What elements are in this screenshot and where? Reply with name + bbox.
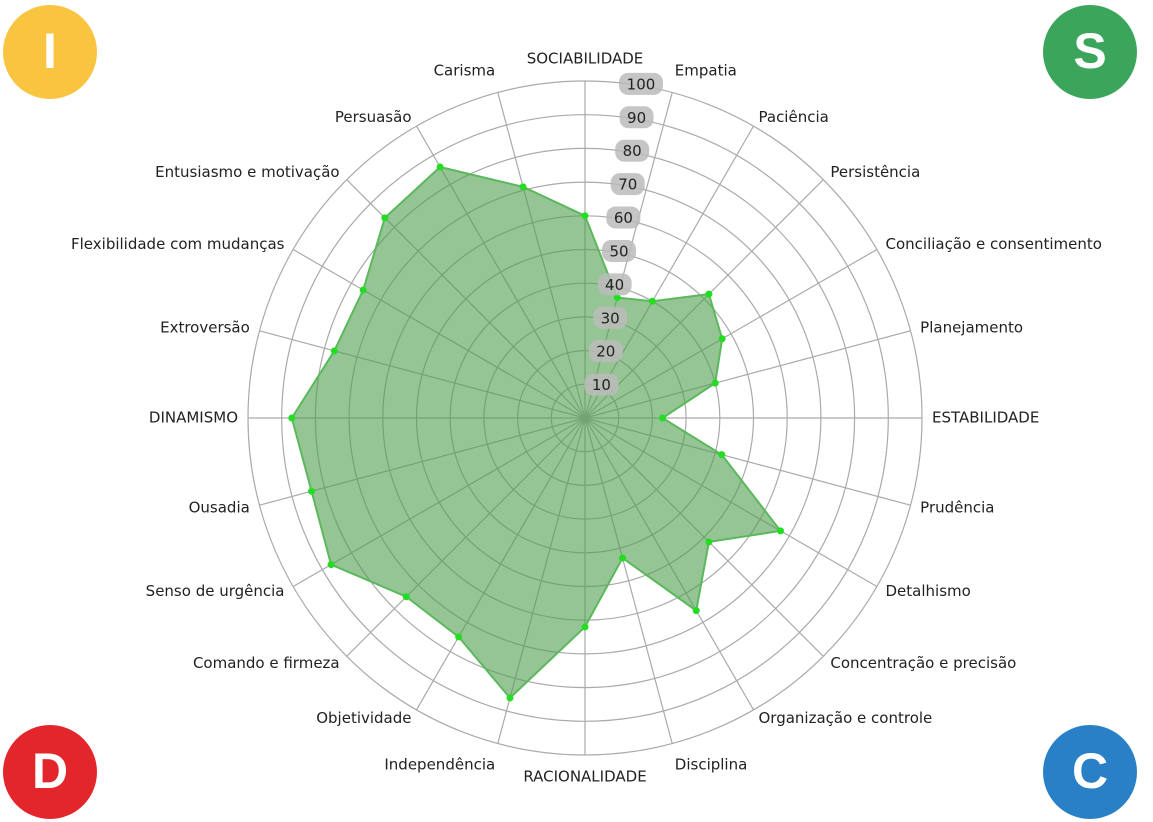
data-point [436, 163, 444, 171]
category-label: Empatia [675, 61, 737, 79]
category-label: Persistência [830, 163, 920, 181]
data-point [777, 527, 785, 535]
tick-label-bg [615, 139, 650, 162]
category-label: Entusiasmo e motivação [155, 163, 339, 181]
data-point [711, 379, 719, 387]
category-label: Detalhismo [886, 582, 971, 600]
data-point [519, 183, 527, 191]
category-label: Organização e controle [759, 709, 933, 727]
category-label: Paciência [759, 108, 829, 126]
category-label: ESTABILIDADE [932, 409, 1039, 427]
data-point [455, 633, 463, 641]
data-point [619, 554, 627, 562]
category-label: Flexibilidade com mudanças [71, 235, 285, 253]
badge-letter: C [1072, 743, 1108, 799]
badge-circle [3, 725, 97, 819]
tick-label-bg [584, 373, 619, 396]
data-point [359, 286, 367, 294]
badge-circle [1043, 5, 1137, 99]
category-label: Comando e firmeza [193, 654, 340, 672]
badge-letter: I [43, 23, 57, 79]
data-point [581, 212, 589, 220]
category-label: Disciplina [675, 756, 748, 774]
data-point [718, 335, 726, 343]
r-tick-label: 30 [601, 309, 620, 327]
data-point [308, 487, 316, 495]
r-tick-label: 90 [627, 109, 646, 127]
tick-label-bg [619, 106, 654, 129]
tick-label-bg [593, 306, 628, 329]
data-point [705, 538, 713, 546]
badge-letter: D [32, 743, 68, 799]
data-point [288, 414, 296, 422]
category-label: Prudência [920, 498, 994, 516]
data-point [506, 694, 514, 702]
tick-label-bg [618, 72, 663, 95]
data-point [327, 561, 335, 569]
tick-label-bg [588, 340, 623, 363]
category-label: Concentração e precisão [830, 654, 1016, 672]
badge-circle [1043, 725, 1137, 819]
badge-circle [3, 5, 97, 99]
category-label: Planejamento [920, 319, 1023, 337]
r-tick-label: 80 [623, 142, 642, 160]
category-label: Independência [384, 756, 495, 774]
r-tick-label: 50 [609, 242, 628, 260]
data-point [381, 214, 389, 222]
r-tick-label: 20 [596, 343, 615, 361]
category-label: DINAMISMO [149, 409, 238, 427]
category-label: Extroversão [160, 319, 250, 337]
r-tick-label: 10 [592, 376, 611, 394]
r-tick-label: 70 [618, 176, 637, 194]
r-tick-label: 40 [605, 276, 624, 294]
data-point [581, 623, 589, 631]
r-tick-label: 100 [627, 75, 656, 93]
category-label: Conciliação e consentimento [886, 235, 1102, 253]
tick-label-bg [606, 206, 641, 229]
data-point [330, 347, 338, 355]
data-point [659, 414, 667, 422]
data-point [613, 294, 621, 302]
badge-letter: S [1073, 23, 1106, 79]
tick-label-bg [610, 173, 645, 196]
category-label: Persuasão [335, 108, 412, 126]
category-label: Carisma [434, 61, 496, 79]
data-point [692, 607, 700, 615]
category-label: Objetividade [316, 709, 411, 727]
data-point [705, 290, 713, 298]
data-point [648, 297, 656, 305]
data-point [718, 451, 726, 459]
category-label: RACIONALIDADE [523, 768, 646, 786]
data-point [402, 593, 410, 601]
category-label: SOCIABILIDADE [527, 50, 644, 68]
tick-label-bg [601, 239, 636, 262]
tick-label-bg [597, 273, 632, 296]
category-label: Senso de urgência [146, 582, 285, 600]
category-label: Ousadia [189, 498, 250, 516]
data-area [290, 165, 783, 700]
r-tick-label: 60 [614, 209, 633, 227]
